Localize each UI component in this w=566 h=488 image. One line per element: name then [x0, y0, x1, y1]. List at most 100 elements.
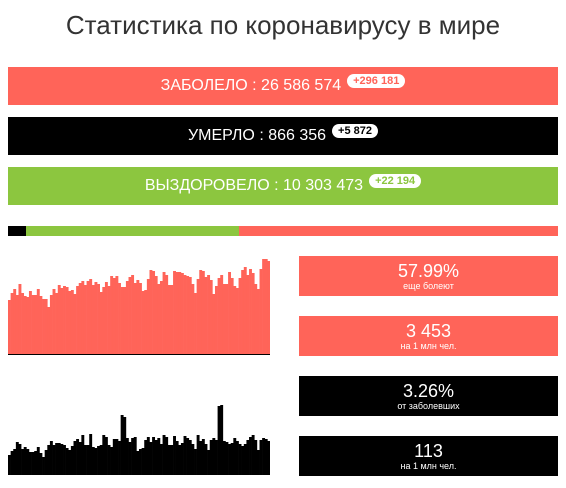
- sparkline-bar: [42, 299, 45, 355]
- sparkline-bar: [251, 435, 255, 475]
- mortality-percent-card: 3.26% от заболевших: [299, 376, 558, 416]
- sparkline-bar: [175, 441, 179, 475]
- sparkline-bar: [89, 279, 93, 355]
- sparkline-bar: [128, 277, 132, 355]
- sparkline-bar: [81, 281, 85, 355]
- sparkline-bar: [94, 448, 98, 475]
- deaths-sparkline-chart: [8, 405, 270, 475]
- sparkline-bar: [225, 442, 229, 475]
- sparkline-bar: [65, 287, 69, 355]
- sparkline-bar: [86, 281, 90, 355]
- sparkline-bar: [57, 443, 61, 475]
- sparkline-bar: [162, 435, 166, 475]
- sparkline-bar: [220, 405, 224, 475]
- sparkline-bar: [10, 451, 14, 475]
- sparkline-bar: [209, 440, 213, 475]
- cases-sparkline-chart: [8, 259, 270, 355]
- sparkline-bar: [73, 294, 77, 355]
- sparkline-bar: [204, 277, 208, 355]
- share-progress-bar: [8, 226, 558, 236]
- deaths-delta-badge: +5 872: [332, 124, 378, 138]
- sparkline-bar: [94, 282, 98, 355]
- sparkline-bar: [152, 437, 156, 475]
- sparkline-bar: [123, 417, 127, 475]
- sparkline-bar: [83, 285, 87, 355]
- sparkline-bar: [256, 450, 260, 475]
- sparkline-bar: [149, 270, 153, 355]
- sparkline-bar: [44, 450, 48, 475]
- cases-per-million-card: 3 453 на 1 млн чел.: [299, 316, 558, 356]
- sparkline-bar: [228, 444, 231, 475]
- sparkline-bar: [115, 276, 119, 355]
- sparkline-bar: [123, 287, 127, 355]
- sparkline-bar: [68, 450, 72, 475]
- sparkline-bar: [55, 443, 59, 475]
- sparkline-bar: [112, 278, 116, 355]
- sparkline-bar: [34, 451, 38, 475]
- sparkline-bar: [10, 293, 14, 355]
- share-segment-active: [238, 226, 558, 236]
- sparkline-bar: [42, 457, 45, 475]
- stat-caption: на 1 млн чел.: [400, 460, 457, 471]
- sparkline-bar: [157, 438, 161, 475]
- sparkline-bar: [209, 280, 213, 355]
- sparkline-bar: [36, 447, 40, 475]
- sparkline-bar: [78, 283, 82, 355]
- sparkline-bar: [26, 449, 30, 475]
- sparkline-bar: [146, 437, 150, 475]
- sparkline-bar: [228, 272, 231, 355]
- sparkline-bar: [125, 438, 129, 475]
- sparkline-bar: [99, 292, 103, 355]
- sparkline-bar: [217, 278, 221, 355]
- sparkline-bar: [13, 289, 17, 355]
- sparkline-bar: [157, 284, 161, 355]
- sparkline-bar: [76, 439, 80, 475]
- stat-caption: на 1 млн чел.: [400, 340, 457, 351]
- sparkline-bar: [238, 444, 242, 475]
- sparkline-bar: [214, 286, 218, 355]
- sparkline-bar: [141, 291, 145, 355]
- recovered-delta-badge: +22 194: [369, 174, 422, 188]
- sparkline-bar: [254, 284, 258, 355]
- stat-caption: еще болеют: [403, 280, 454, 291]
- sparkline-bar: [110, 276, 114, 355]
- sparkline-bar: [28, 452, 32, 475]
- sparkline-bar: [225, 284, 229, 355]
- sparkline-bar: [251, 273, 255, 355]
- sparkline-bar: [36, 289, 40, 355]
- sparkline-bar: [128, 442, 132, 475]
- stat-value: 3 453: [405, 320, 452, 341]
- stat-value: 57.99%: [397, 260, 460, 281]
- sparkline-bar: [241, 270, 245, 355]
- sparkline-bar: [222, 441, 226, 475]
- sparkline-bar: [180, 443, 184, 475]
- sparkline-bar: [8, 455, 11, 475]
- sparkline-bar: [188, 277, 192, 355]
- sparkline-bar: [57, 285, 61, 355]
- sparkline-bar: [68, 291, 72, 355]
- sparkline-bar: [175, 272, 179, 355]
- sparkline-bar: [167, 285, 171, 355]
- sparkline-bar: [256, 289, 260, 355]
- sparkline-bar: [194, 449, 197, 475]
- sparkline-bar: [52, 445, 56, 475]
- sparkline-bar: [110, 447, 114, 475]
- sparkline-bar: [136, 280, 140, 355]
- sparkline-bar: [131, 438, 135, 475]
- sparkline-bar: [207, 450, 211, 475]
- sparkline-bar: [162, 272, 166, 355]
- sparkline-bar: [183, 436, 187, 475]
- sparkline-bar: [188, 440, 192, 475]
- sparkline-bar: [63, 445, 66, 475]
- sparkline-bar: [49, 295, 53, 355]
- sparkline-bar: [91, 447, 95, 475]
- sparkline-bar: [89, 434, 93, 475]
- sparkline-bar: [159, 444, 163, 475]
- recovered-total-banner: ВЫЗДОРОВЕЛО : 10 303 473 +22 194: [8, 167, 558, 205]
- sparkline-bar: [173, 436, 176, 475]
- sparkline-bar: [118, 283, 121, 355]
- sparkline-bar: [136, 451, 140, 475]
- share-segment-deaths: [8, 226, 27, 236]
- sparkline-bar: [154, 276, 158, 355]
- sparkline-bar: [217, 406, 221, 475]
